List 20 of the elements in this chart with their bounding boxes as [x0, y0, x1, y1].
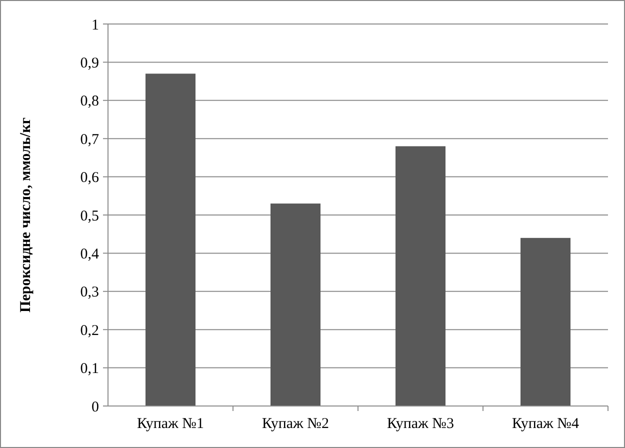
y-tick-label: 0,9: [80, 55, 99, 72]
y-tick-label: 0,8: [80, 94, 99, 110]
x-tick-label: Купаж №3: [387, 416, 454, 432]
x-tick-label: Купаж №2: [262, 416, 329, 432]
y-tick-label: 0,4: [80, 246, 100, 262]
x-tick-label: Купаж №1: [137, 416, 204, 432]
y-tick-label: 1: [92, 17, 99, 34]
x-tick-label: Купаж №4: [512, 416, 580, 432]
bar: [520, 238, 570, 406]
bar: [146, 74, 196, 406]
y-tick-label: 0,1: [80, 361, 99, 378]
y-tick-label: 0,2: [80, 322, 99, 339]
bar: [270, 204, 320, 406]
bar: [396, 146, 446, 406]
y-tick-label: 0: [92, 399, 99, 416]
y-axis-title: Пероксидне число, ммоль/кг: [18, 117, 34, 313]
y-tick-label: 0,7: [80, 132, 100, 148]
y-tick-label: 0,3: [80, 284, 99, 301]
y-tick-label: 0,6: [80, 170, 100, 186]
y-tick-label: 0,5: [80, 208, 99, 224]
